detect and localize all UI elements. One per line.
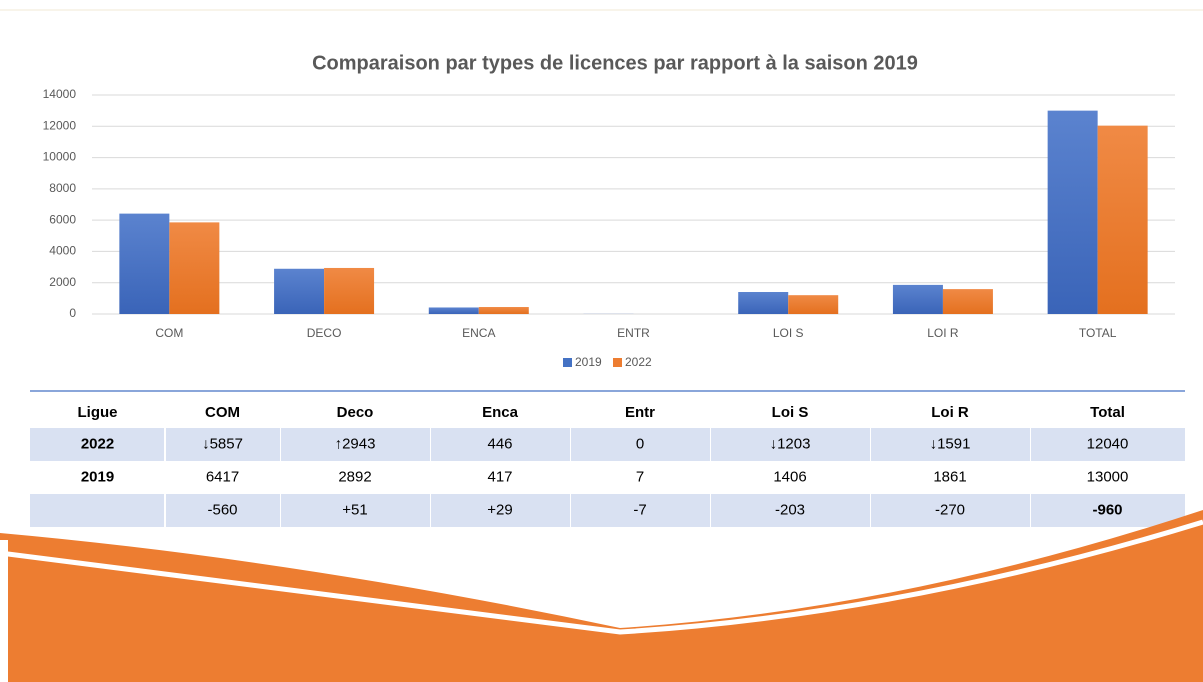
y-tick-label: 4000 [49, 244, 76, 258]
table-header: Total [1090, 404, 1125, 421]
bar [274, 269, 324, 314]
table-header: Loi R [931, 404, 969, 421]
table-cell: 417 [487, 468, 512, 485]
table-cell: -270 [935, 501, 965, 518]
table-cell: ↓5857 [202, 435, 243, 452]
table-cell: 446 [487, 435, 512, 452]
legend-swatch [563, 358, 572, 367]
table-cell: -7 [633, 501, 646, 518]
bar [893, 285, 943, 314]
bar [429, 307, 479, 314]
table-header: Entr [625, 404, 655, 421]
bar [943, 289, 993, 314]
table-cell: ↑2943 [335, 435, 376, 452]
table-header: Deco [337, 404, 374, 421]
decor-edge [0, 540, 8, 682]
bar [738, 292, 788, 314]
table-cell: 6417 [206, 468, 239, 485]
x-tick-label: ENTR [617, 326, 650, 340]
table-header: Ligue [78, 404, 118, 421]
legend-label: 2022 [625, 355, 652, 369]
bar [479, 307, 529, 314]
table-header: Enca [482, 404, 519, 421]
legend-label: 2019 [575, 355, 602, 369]
table-cell: -560 [207, 501, 237, 518]
x-tick-label: LOI S [773, 326, 804, 340]
y-tick-label: 12000 [43, 118, 77, 132]
table-header: COM [205, 404, 240, 421]
table-cell: 13000 [1087, 468, 1129, 485]
table-cell: +51 [342, 501, 367, 518]
table-cell: 1861 [933, 468, 966, 485]
table-cell: 2022 [81, 435, 114, 452]
table-cell: 7 [636, 468, 644, 485]
chart-title: Comparaison par types de licences par ra… [312, 52, 918, 74]
table-cell: -203 [775, 501, 805, 518]
x-tick-label: COM [155, 326, 183, 340]
x-tick-label: TOTAL [1079, 326, 1117, 340]
legend-swatch [613, 358, 622, 367]
x-tick-label: LOI R [927, 326, 959, 340]
table-cell: 12040 [1087, 435, 1129, 452]
bar [324, 268, 374, 314]
bar [1048, 111, 1098, 314]
x-tick-label: DECO [307, 326, 342, 340]
y-tick-label: 8000 [49, 181, 76, 195]
slide: Comparaison par types de licences par ra… [0, 0, 1203, 682]
bar [119, 214, 169, 314]
table-cell: 1406 [773, 468, 806, 485]
table: Ligue COM Deco Enca Entr Loi S Loi R Total 2022 ↓… [30, 404, 1185, 527]
x-tick-label: ENCA [462, 326, 495, 340]
y-tick-label: 10000 [43, 150, 77, 164]
table-cell: ↓1591 [930, 435, 971, 452]
decor-swoosh [0, 510, 1203, 682]
table-cell: 0 [636, 435, 644, 452]
table-cell-bg [30, 494, 164, 527]
bar [788, 295, 838, 314]
bar [169, 222, 219, 314]
table-cell: ↓1203 [770, 435, 811, 452]
y-tick-label: 2000 [49, 275, 76, 289]
table-cell: 2892 [338, 468, 371, 485]
table-cell: 2019 [81, 468, 114, 485]
table-cell: -960 [1092, 501, 1122, 518]
table-cell: +29 [487, 501, 512, 518]
y-tick-label: 0 [69, 306, 76, 320]
y-tick-label: 6000 [49, 212, 76, 226]
bar [1098, 126, 1148, 314]
y-tick-label: 14000 [43, 87, 77, 101]
table-header: Loi S [772, 404, 809, 421]
